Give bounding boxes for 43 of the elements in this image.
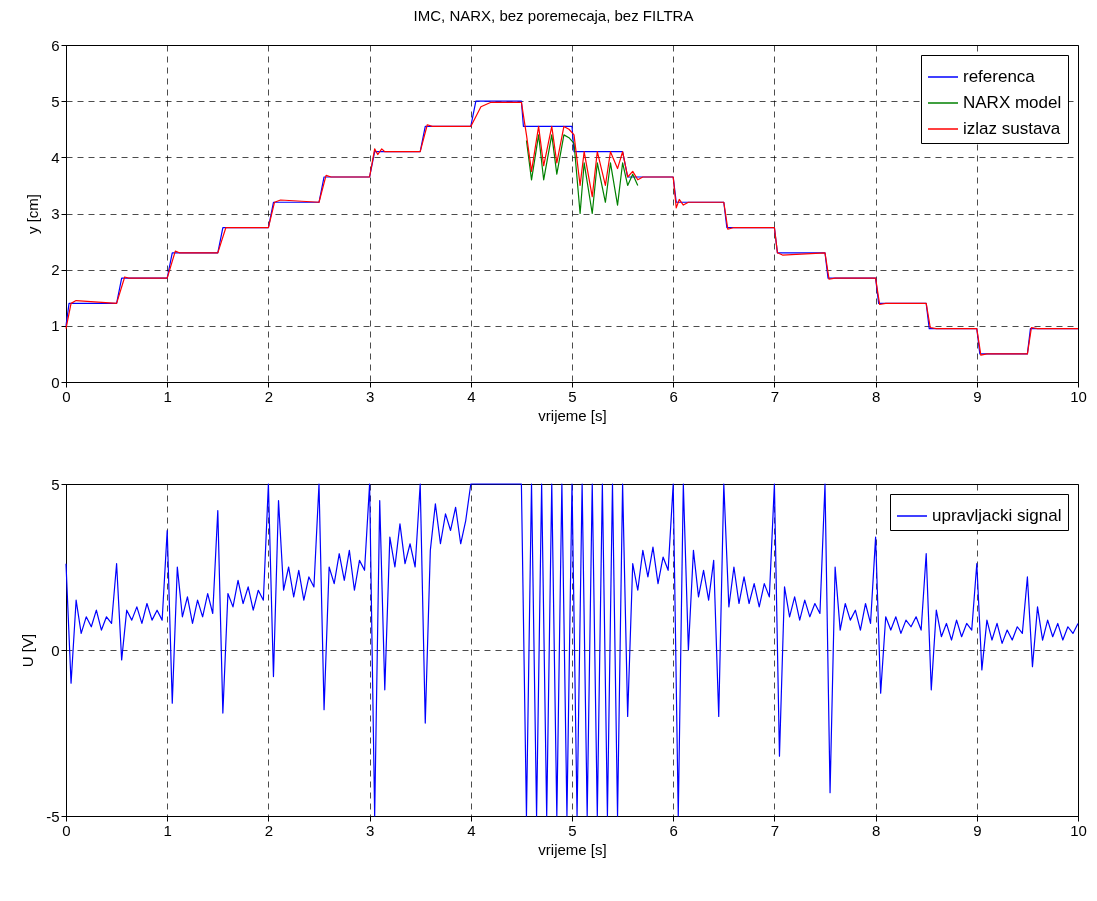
legend-label: NARX model xyxy=(963,93,1062,112)
legend-label: referenca xyxy=(963,67,1036,86)
x-axis-title: vrijeme [s] xyxy=(538,406,607,424)
x-tick-label: 10 xyxy=(1070,387,1087,405)
y-tick-label: 1 xyxy=(51,317,60,335)
y-tick-label: 5 xyxy=(51,92,60,110)
y-tick-label: 0 xyxy=(51,373,60,391)
x-tick-label: 4 xyxy=(467,387,476,405)
x-tick-label: 6 xyxy=(669,821,678,839)
x-tick-label: 6 xyxy=(669,387,678,405)
x-tick-label: 3 xyxy=(365,821,375,839)
line-series xyxy=(525,134,639,215)
legend-label: izlaz sustava xyxy=(963,119,1061,138)
x-tick-label: 10 xyxy=(1070,821,1087,839)
legend-label: upravljacki signal xyxy=(932,506,1062,525)
y-tick-label: 0 xyxy=(51,641,60,659)
y-tick-label: -5 xyxy=(46,807,60,825)
y-axis-title: U [V] xyxy=(19,633,37,668)
y-tick-label: 6 xyxy=(51,36,60,54)
x-tick-label: 4 xyxy=(467,821,476,839)
x-tick-label: 3 xyxy=(365,387,375,405)
x-tick-label: 5 xyxy=(568,387,577,405)
x-tick-label: 8 xyxy=(871,387,881,405)
y-axis-title: y [cm] xyxy=(24,194,42,234)
x-tick-label: 5 xyxy=(568,821,577,839)
y-tick-label: 4 xyxy=(51,148,60,166)
y-tick-label: 5 xyxy=(51,475,60,493)
x-tick-label: 1 xyxy=(163,387,172,405)
line-series xyxy=(65,483,1079,817)
x-tick-label: 7 xyxy=(770,821,780,839)
x-tick-label: 0 xyxy=(62,821,71,839)
x-tick-label: 2 xyxy=(264,821,274,839)
x-tick-label: 7 xyxy=(770,387,780,405)
y-tick-label: 3 xyxy=(51,205,60,222)
x-tick-label: 8 xyxy=(871,821,881,839)
chart-title: IMC, NARX, bez poremecaja, bez FILTRA xyxy=(413,6,694,24)
y-tick-label: 2 xyxy=(51,261,60,279)
x-tick-label: 2 xyxy=(264,387,274,405)
x-tick-label: 0 xyxy=(62,387,71,405)
x-tick-label: 9 xyxy=(973,387,982,405)
x-axis-title: vrijeme [s] xyxy=(538,840,607,858)
x-tick-label: 9 xyxy=(973,821,982,839)
x-tick-label: 1 xyxy=(163,821,172,839)
